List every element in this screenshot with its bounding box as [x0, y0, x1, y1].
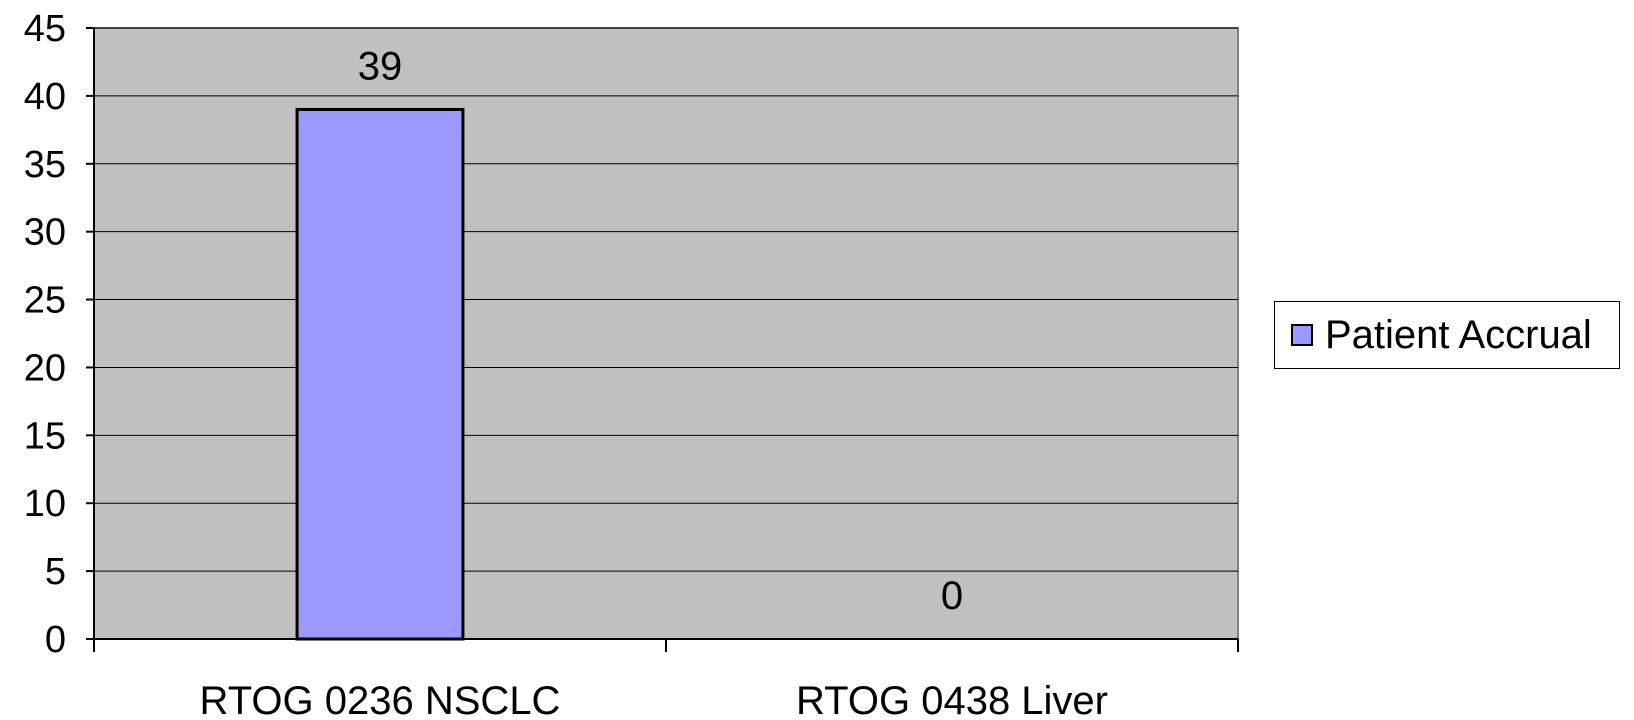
gridlines [94, 27, 1238, 572]
bar-0 [295, 107, 465, 641]
data-label-0: 39 [358, 44, 403, 88]
y-tick-label-45: 45 [24, 8, 66, 50]
legend-label-patient-accrual: Patient Accrual [1325, 313, 1592, 357]
x-tick-label-0: RTOG 0236 NSCLC [200, 679, 561, 720]
y-tick-label-10: 10 [24, 483, 66, 525]
legend-swatch-patient-accrual [1291, 324, 1313, 346]
legend: Patient Accrual [1274, 301, 1620, 369]
y-tick-label-15: 15 [24, 415, 66, 457]
axes [86, 27, 1239, 652]
y-tick-label-20: 20 [24, 347, 66, 389]
y-tick-labels: 0 5 10 15 20 25 30 35 40 45 [24, 8, 66, 661]
y-tick-label-5: 5 [45, 551, 66, 593]
y-tick-label-35: 35 [24, 144, 66, 186]
y-tick-label-30: 30 [24, 212, 66, 254]
bars [295, 107, 465, 641]
plot-area [93, 27, 1239, 640]
data-label-1: 0 [941, 574, 963, 618]
x-tick-label-1: RTOG 0438 Liver [796, 679, 1108, 720]
data-labels: 39 0 [358, 44, 963, 618]
y-tick-label-40: 40 [24, 76, 66, 118]
y-tick-label-25: 25 [24, 280, 66, 322]
x-tick-labels: RTOG 0236 NSCLC RTOG 0438 Liver [200, 679, 1108, 720]
y-tick-label-0: 0 [45, 619, 66, 661]
